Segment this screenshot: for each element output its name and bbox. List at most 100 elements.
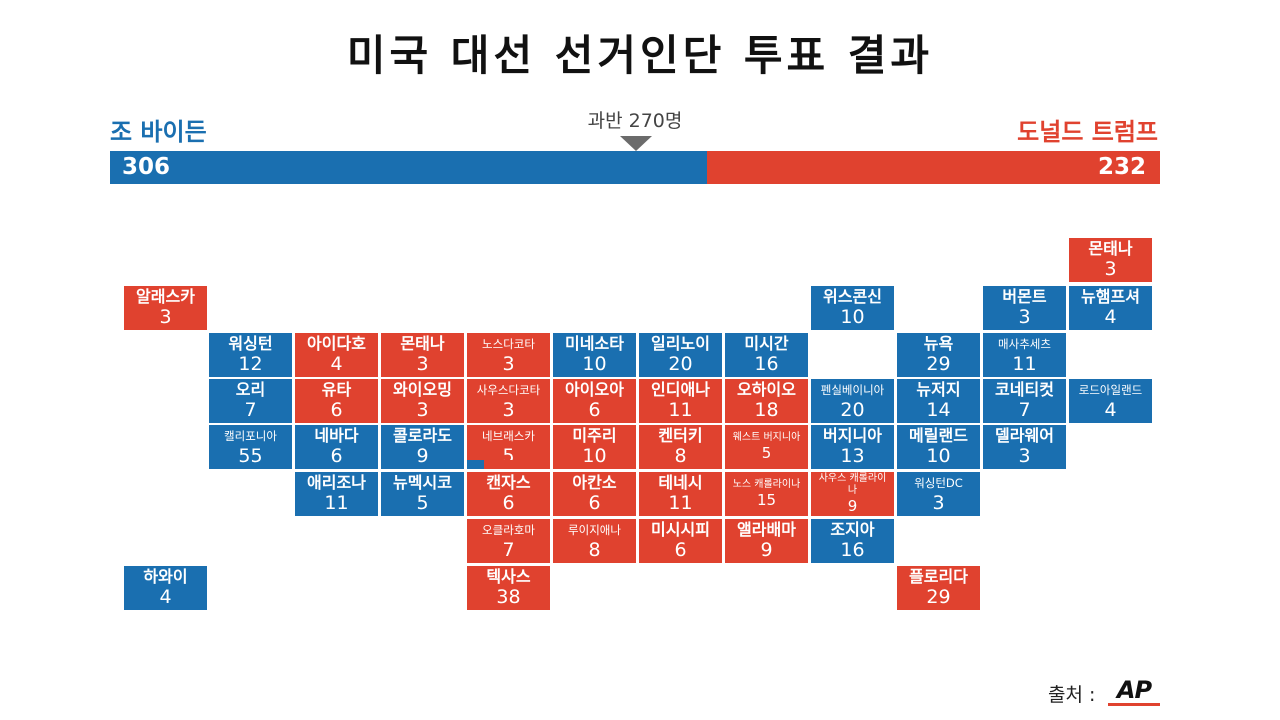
state-tile: 아이다호 4 bbox=[295, 333, 378, 377]
state-name: 미시간 bbox=[744, 334, 789, 353]
state-electoral-votes: 3 bbox=[502, 353, 515, 375]
state-name: 펜실베이니아 bbox=[820, 383, 885, 397]
state-tile: 캔자스 6 bbox=[467, 472, 550, 516]
state-electoral-votes: 4 bbox=[159, 586, 172, 608]
state-electoral-votes: 3 bbox=[1018, 445, 1031, 467]
state-tile: 아이오아 6 bbox=[553, 379, 636, 423]
state-name: 오클라호마 bbox=[482, 523, 535, 537]
state-tile: 캘리포니아 55 bbox=[209, 425, 292, 469]
state-name: 뉴저지 bbox=[916, 380, 961, 399]
electoral-vote-bar: 306 232 bbox=[110, 151, 1160, 184]
state-tile: 텍사스 38 bbox=[467, 566, 550, 610]
state-tile: 사우스 캐롤라이나 9 bbox=[811, 472, 894, 516]
state-tile: 미시시피 6 bbox=[639, 519, 722, 563]
state-tile: 테네시 11 bbox=[639, 472, 722, 516]
state-electoral-votes: 3 bbox=[416, 399, 429, 421]
state-name: 앨라배마 bbox=[737, 520, 796, 539]
split-vote-strip bbox=[467, 460, 550, 469]
state-name: 뉴욕 bbox=[923, 334, 954, 353]
state-name: 콜로라도 bbox=[393, 426, 452, 445]
state-electoral-votes: 10 bbox=[582, 353, 607, 375]
state-name: 몬태나 bbox=[400, 334, 445, 353]
state-tile: 몬태나 3 bbox=[381, 333, 464, 377]
state-name: 미주리 bbox=[572, 426, 617, 445]
state-name: 로드아일랜드 bbox=[1078, 383, 1143, 397]
state-electoral-votes: 3 bbox=[1018, 306, 1031, 328]
state-electoral-votes: 20 bbox=[840, 399, 865, 421]
state-tile: 펜실베이니아 20 bbox=[811, 379, 894, 423]
state-electoral-votes: 3 bbox=[932, 492, 945, 514]
state-electoral-votes: 3 bbox=[416, 353, 429, 375]
state-name: 워싱턴 bbox=[228, 334, 273, 353]
ap-logo-underline bbox=[1108, 703, 1160, 706]
state-electoral-votes: 16 bbox=[754, 353, 779, 375]
state-electoral-votes: 7 bbox=[502, 539, 515, 561]
state-electoral-votes: 7 bbox=[244, 399, 257, 421]
state-tile: 일리노이 20 bbox=[639, 333, 722, 377]
state-name: 아이오아 bbox=[565, 380, 624, 399]
state-tile: 알래스카 3 bbox=[124, 286, 207, 330]
biden-vote-segment: 306 bbox=[110, 151, 708, 184]
state-tile: 콜로라도 9 bbox=[381, 425, 464, 469]
state-electoral-votes: 11 bbox=[1012, 353, 1037, 375]
state-electoral-votes: 10 bbox=[582, 445, 607, 467]
state-electoral-votes: 14 bbox=[926, 399, 951, 421]
trump-vote-count: 232 bbox=[1097, 154, 1146, 180]
state-electoral-votes: 20 bbox=[668, 353, 693, 375]
state-tile: 와이오밍 3 bbox=[381, 379, 464, 423]
state-name: 웨스트 버지니아 bbox=[732, 432, 801, 443]
state-name: 와이오밍 bbox=[393, 380, 452, 399]
state-electoral-votes: 6 bbox=[674, 539, 687, 561]
ap-logo: AP bbox=[1116, 676, 1152, 704]
state-name: 미시시피 bbox=[651, 520, 710, 539]
state-tile: 미시간 16 bbox=[725, 333, 808, 377]
state-tile: 코네티컷 7 bbox=[983, 379, 1066, 423]
state-tile: 위스콘신 10 bbox=[811, 286, 894, 330]
state-electoral-votes: 29 bbox=[926, 353, 951, 375]
state-electoral-votes: 12 bbox=[238, 353, 263, 375]
candidate-trump-name: 도널드 트럼프 bbox=[1017, 118, 1158, 146]
state-name: 메릴랜드 bbox=[909, 426, 968, 445]
state-electoral-votes: 6 bbox=[588, 399, 601, 421]
state-name: 네바다 bbox=[314, 426, 359, 445]
state-tile: 아칸소 6 bbox=[553, 472, 636, 516]
page-title: 미국 대선 선거인단 투표 결과 bbox=[346, 31, 934, 80]
state-tile: 미네소타 10 bbox=[553, 333, 636, 377]
state-electoral-votes: 5 bbox=[761, 444, 772, 462]
state-electoral-votes: 3 bbox=[159, 306, 172, 328]
state-tile: 플로리다 29 bbox=[897, 566, 980, 610]
state-name: 노스다코타 bbox=[482, 337, 535, 351]
state-name: 버지니아 bbox=[823, 426, 882, 445]
state-electoral-votes: 38 bbox=[496, 586, 521, 608]
state-name: 뉴멕시코 bbox=[393, 473, 452, 492]
state-name: 몬태나 bbox=[1088, 239, 1133, 258]
candidate-biden-name: 조 바이든 bbox=[110, 118, 207, 146]
state-name: 하와이 bbox=[143, 567, 188, 586]
state-name: 아이다호 bbox=[307, 334, 366, 353]
state-electoral-votes: 13 bbox=[840, 445, 865, 467]
state-electoral-votes: 9 bbox=[416, 445, 429, 467]
state-electoral-votes: 8 bbox=[588, 539, 601, 561]
state-electoral-votes: 6 bbox=[588, 492, 601, 514]
state-name: 사우스다코타 bbox=[476, 383, 541, 397]
state-tile: 매사추세츠 11 bbox=[983, 333, 1066, 377]
biden-vote-count: 306 bbox=[122, 154, 171, 180]
state-tile: 유타 6 bbox=[295, 379, 378, 423]
state-tile: 오하이오 18 bbox=[725, 379, 808, 423]
state-electoral-votes: 11 bbox=[324, 492, 349, 514]
state-tile: 조지아 16 bbox=[811, 519, 894, 563]
state-electoral-votes: 55 bbox=[238, 445, 263, 467]
state-name: 매사추세츠 bbox=[998, 337, 1051, 351]
state-tile: 인디애나 11 bbox=[639, 379, 722, 423]
state-name: 켄터키 bbox=[658, 426, 703, 445]
state-name: 캘리포니아 bbox=[224, 429, 277, 443]
state-tile: 워싱턴DC 3 bbox=[897, 472, 980, 516]
state-electoral-votes: 6 bbox=[330, 445, 343, 467]
state-tile: 뉴햄프셔 4 bbox=[1069, 286, 1152, 330]
state-tile: 노스다코타 3 bbox=[467, 333, 550, 377]
state-tile: 몬태나 3 bbox=[1069, 238, 1152, 282]
trump-vote-segment: 232 bbox=[707, 151, 1160, 184]
state-name: 텍사스 bbox=[486, 567, 531, 586]
state-name: 미네소타 bbox=[565, 334, 624, 353]
state-tile: 버지니아 13 bbox=[811, 425, 894, 469]
